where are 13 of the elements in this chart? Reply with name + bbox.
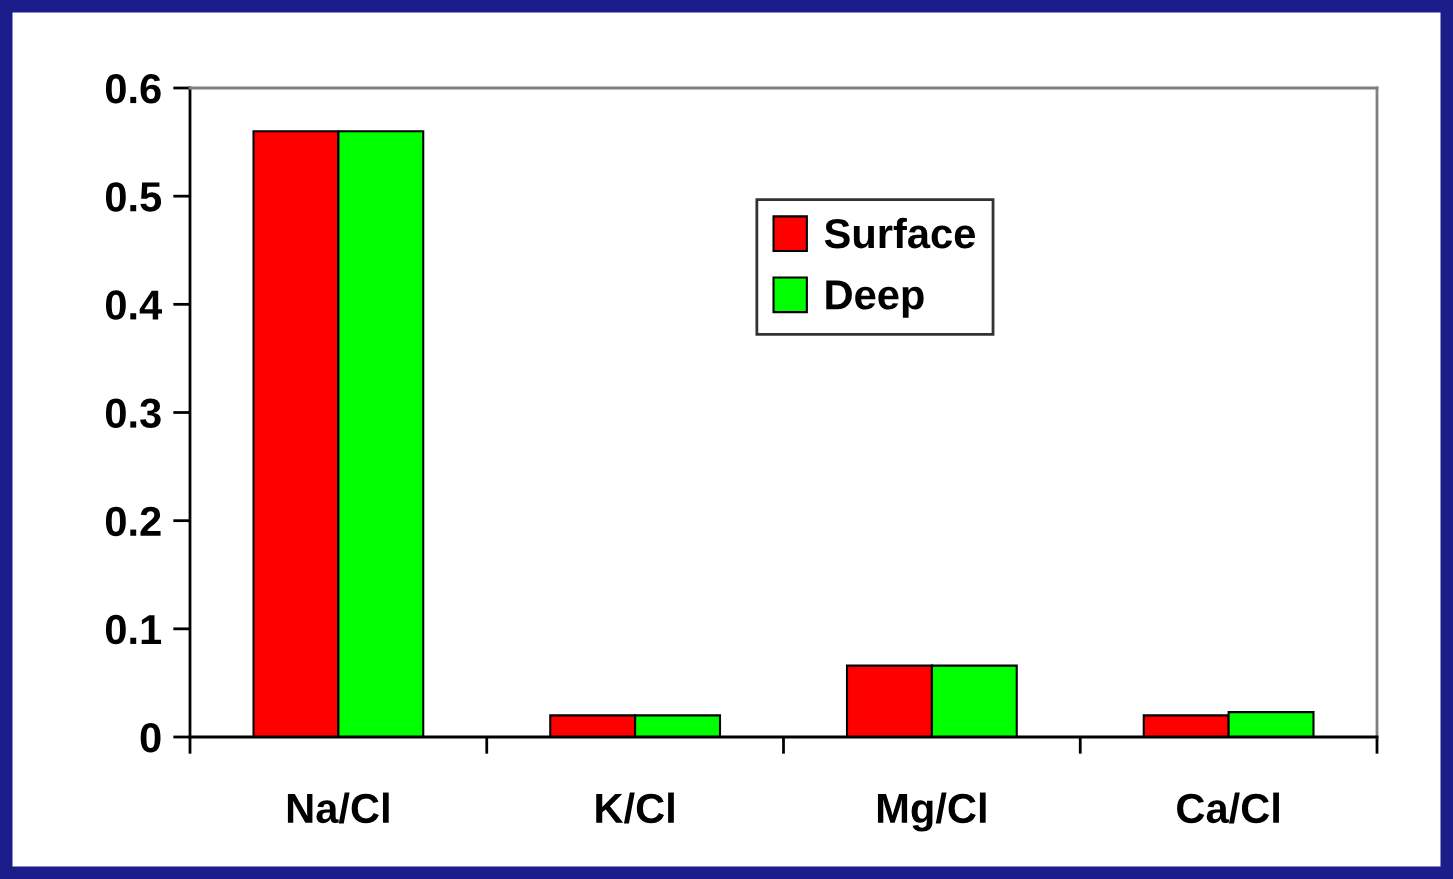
y-tick-label: 0.3 [105, 398, 161, 429]
y-tick-label: 0.1 [105, 614, 162, 645]
x-tick-label: Mg/Cl [877, 792, 986, 832]
x-tick-label: K/Cl [596, 792, 674, 824]
y-tick-label: 0.5 [105, 182, 162, 212]
y-tick-label: 0 [140, 723, 161, 753]
y-tick-label: 0.2 [105, 506, 161, 537]
legend-label: Deep [826, 280, 924, 318]
y-tick-label: 0.6 [105, 74, 161, 104]
x-tick-label: Na/Cl [287, 792, 389, 824]
x-tick-label: Ca/Cl [1177, 792, 1279, 824]
y-tick-label: 0.4 [105, 290, 162, 320]
legend-label: Surface [824, 217, 975, 249]
